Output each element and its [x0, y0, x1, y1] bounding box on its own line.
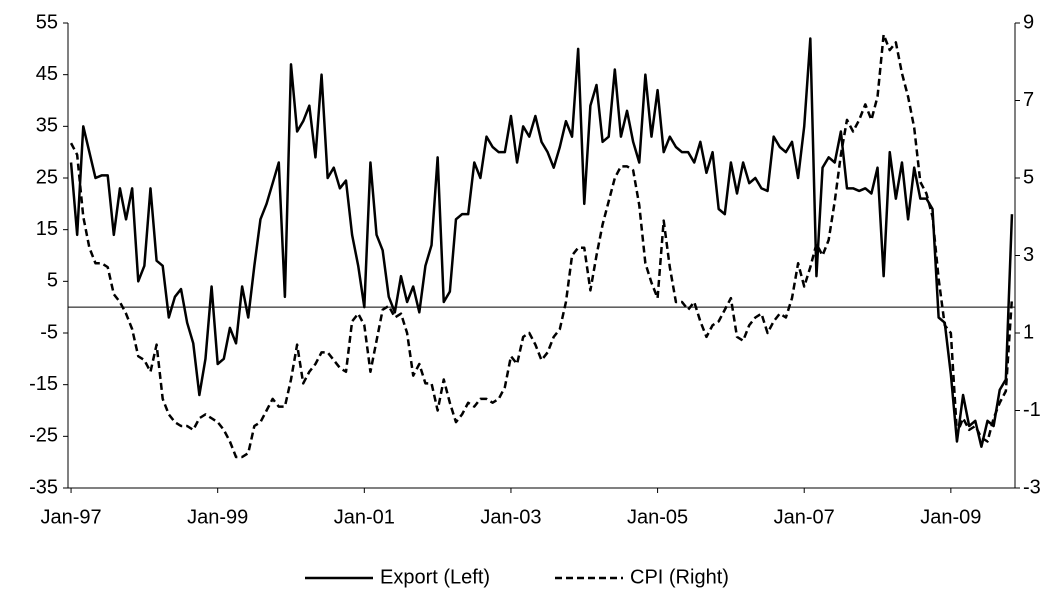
y-tick-label: 35: [36, 115, 58, 137]
x-tick-label: Jan-01: [334, 506, 395, 528]
x-tick-label: Jan-09: [920, 506, 981, 528]
y2-tick-label: -3: [1023, 476, 1041, 498]
y2-tick-label: 7: [1023, 89, 1034, 111]
legend-label: Export (Left): [380, 566, 490, 588]
series-line: [69, 33, 1014, 459]
series-line: [69, 37, 1014, 448]
y-tick-label: 45: [36, 63, 58, 85]
legend-label: CPI (Right): [630, 566, 729, 588]
y-tick-label: -25: [29, 425, 58, 447]
x-tick-label: Jan-97: [40, 506, 101, 528]
y-tick-label: -35: [29, 476, 58, 498]
y-tick-label: 15: [36, 218, 58, 240]
y-tick-label: -5: [40, 321, 58, 343]
x-tick-label: Jan-99: [187, 506, 248, 528]
y2-tick-label: 3: [1023, 244, 1034, 266]
y2-tick-label: 1: [1023, 321, 1034, 343]
x-tick-label: Jan-03: [480, 506, 541, 528]
y2-tick-label: 9: [1023, 11, 1034, 33]
y-tick-label: 25: [36, 166, 58, 188]
x-tick-label: Jan-05: [627, 506, 688, 528]
y-tick-label: 55: [36, 11, 58, 33]
x-tick-label: Jan-07: [774, 506, 835, 528]
y-tick-label: -15: [29, 373, 58, 395]
y2-tick-label: 5: [1023, 166, 1034, 188]
y-tick-label: 5: [47, 270, 58, 292]
y2-tick-label: -1: [1023, 399, 1041, 421]
